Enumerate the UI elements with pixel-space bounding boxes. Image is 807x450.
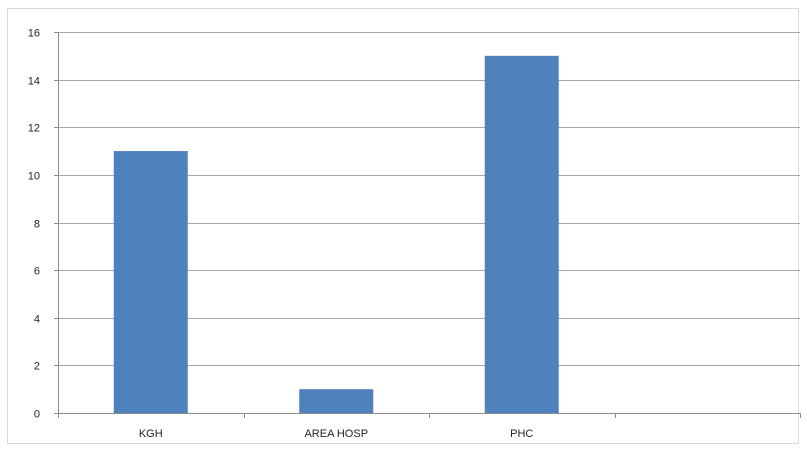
y-tick-label: 2 — [34, 361, 40, 373]
x-tick-label: KGH — [139, 428, 163, 440]
x-tick-label: PHC — [510, 428, 533, 440]
axes — [54, 32, 801, 418]
bars — [113, 55, 559, 413]
bar — [484, 55, 559, 413]
y-tick-label: 0 — [34, 409, 40, 421]
y-tick-label: 4 — [34, 314, 40, 326]
y-tick-label: 14 — [28, 76, 40, 88]
y-tick-label: 8 — [34, 219, 40, 231]
bar — [113, 151, 188, 413]
y-tick-label: 16 — [28, 28, 40, 40]
y-tick-label: 10 — [28, 171, 40, 183]
y-tick-label: 12 — [28, 123, 40, 135]
bar — [299, 389, 374, 413]
y-tick-labels: 0 2 4 6 8 10 12 14 16 — [28, 28, 40, 421]
x-tick-labels: KGH AREA HOSP PHC — [139, 428, 534, 440]
y-tick-label: 6 — [34, 266, 40, 278]
x-tick-label: AREA HOSP — [304, 428, 368, 440]
